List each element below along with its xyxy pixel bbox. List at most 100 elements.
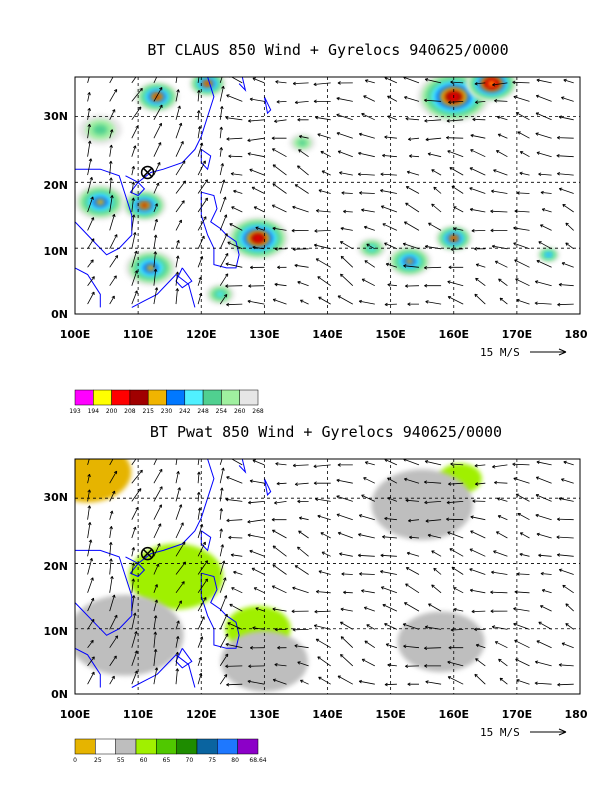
wind-vector: [313, 82, 331, 87]
wind-vector: [247, 679, 265, 685]
wind-vector: [272, 226, 287, 231]
wind-vector: [556, 172, 574, 176]
wind-vector: [491, 189, 508, 194]
colorbar-tick-label: 68.64: [249, 757, 266, 764]
wind-vector: [153, 631, 158, 648]
wind-vector: [513, 242, 530, 250]
wind-vector: [297, 280, 309, 287]
wind-vector: [536, 78, 552, 84]
wind-vector: [315, 258, 331, 268]
wind-vector: [131, 631, 138, 648]
colorbar-swatch: [166, 389, 186, 406]
wind-vector: [233, 189, 243, 194]
colorbar-swatch: [156, 738, 177, 755]
wind-vector: [247, 299, 265, 305]
wind-vector: [493, 550, 508, 557]
wind-vector: [493, 169, 508, 176]
wind-vector: [407, 137, 420, 141]
wind-vector: [87, 107, 91, 120]
x-tick-label: 130E: [249, 328, 279, 341]
x-tick-label: 120E: [186, 708, 216, 721]
wind-vector: [272, 183, 287, 194]
wind-vector: [109, 575, 114, 593]
wind-vector: [87, 671, 95, 685]
wind-vector: [433, 567, 442, 575]
wind-vector: [448, 482, 464, 486]
wind-vector: [424, 625, 442, 630]
wind-vector: [474, 673, 486, 685]
wind-vector: [131, 562, 135, 575]
wind-vector: [315, 497, 331, 502]
x-tick-label: 150E: [375, 328, 405, 341]
wind-vector: [517, 513, 530, 521]
wind-vector: [109, 490, 116, 502]
wind-vector: [337, 81, 353, 85]
wind-vector: [131, 125, 139, 139]
wind-vector: [87, 196, 94, 213]
y-tick-label: 0N: [51, 308, 68, 321]
wind-vector: [109, 558, 113, 575]
wind-vector: [294, 100, 309, 105]
wind-vector: [247, 152, 265, 158]
wind-vector: [357, 172, 375, 177]
wind-vector: [472, 117, 486, 122]
y-tick-label: 10N: [43, 245, 68, 258]
wind-vector: [539, 605, 552, 612]
wind-vector: [197, 89, 201, 102]
colorbar-tick-label: 268: [252, 408, 264, 415]
wind-vector: [341, 191, 353, 195]
y-tick-label: 30N: [43, 491, 68, 504]
wind-vector: [336, 132, 353, 139]
wind-vector: [405, 567, 420, 575]
wind-vector: [219, 595, 228, 612]
coastline-path: [200, 191, 240, 269]
wind-vector: [535, 476, 552, 484]
wind-vector: [196, 110, 201, 120]
wind-vector: [271, 517, 287, 522]
gyre-marker-icon: [140, 165, 155, 180]
y-tick-label: 20N: [43, 560, 68, 573]
wind-vector: [561, 96, 574, 102]
wind-vector: [359, 572, 375, 576]
colorbar-swatch: [221, 389, 240, 406]
wind-vector: [197, 636, 204, 648]
wind-vector: [317, 276, 331, 287]
wind-vector: [271, 136, 287, 140]
colorbar-tick-label: 60: [140, 757, 148, 764]
wind-vector: [87, 539, 93, 557]
wind-vector: [519, 151, 530, 158]
wind-vector: [109, 160, 113, 176]
wind-vector: [447, 296, 464, 305]
wind-vector: [109, 275, 117, 286]
wind-vector: [175, 487, 181, 502]
wind-vector: [403, 644, 420, 649]
wind-vector: [469, 187, 486, 194]
wind-vector: [475, 658, 486, 667]
wind-vector: [431, 550, 442, 557]
field-contour: [141, 203, 148, 208]
colorbar-tick-label: 200: [106, 408, 118, 415]
wind-vector: [153, 504, 162, 520]
wind-vector: [469, 588, 486, 594]
wind-vector: [497, 133, 508, 139]
brightness-temperature-field: [75, 77, 560, 305]
wind-vector: [427, 533, 442, 539]
x-tick-label: 170E: [502, 328, 532, 341]
wind-vector: [197, 459, 200, 465]
wind-vector: [490, 228, 508, 233]
wind-vector: [131, 232, 137, 249]
wind-vector: [292, 205, 309, 213]
colorbar-tick-label: 248: [197, 408, 209, 415]
wind-vector: [536, 460, 552, 466]
wind-vector: [175, 600, 182, 612]
wind-vector: [272, 298, 287, 305]
coastline-path: [131, 273, 196, 308]
wind-vector: [275, 462, 287, 466]
colorbar-tick-label: 80: [231, 757, 239, 764]
vector-scale: 15 M/S: [480, 346, 567, 359]
wind-vector: [131, 469, 143, 484]
wind-vector: [557, 517, 574, 521]
wind-vector: [364, 79, 375, 84]
wind-vector: [219, 273, 229, 286]
